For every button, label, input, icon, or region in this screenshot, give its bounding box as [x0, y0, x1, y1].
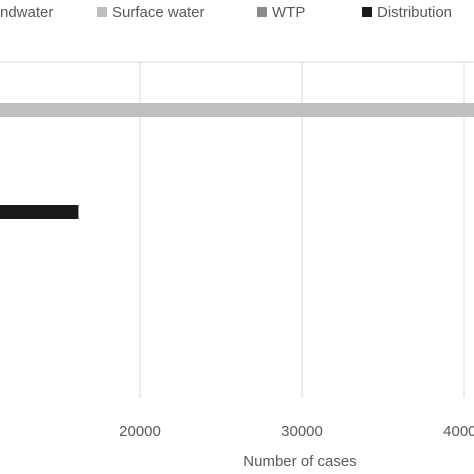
legend-label: WTP — [272, 4, 305, 21]
x-axis-label: Number of cases — [243, 453, 356, 470]
legend-swatch — [362, 7, 372, 17]
legend-label: ndwater — [0, 4, 53, 21]
x-tick-label: 20000 — [119, 423, 161, 440]
bar — [0, 103, 474, 117]
legend-label: Surface water — [112, 4, 205, 21]
x-tick-label: 40000 — [443, 423, 474, 440]
legend-label: Distribution — [377, 4, 452, 21]
x-tick-label: 30000 — [281, 423, 323, 440]
legend-swatch — [97, 7, 107, 17]
bar — [0, 205, 79, 219]
legend-swatch — [257, 7, 267, 17]
